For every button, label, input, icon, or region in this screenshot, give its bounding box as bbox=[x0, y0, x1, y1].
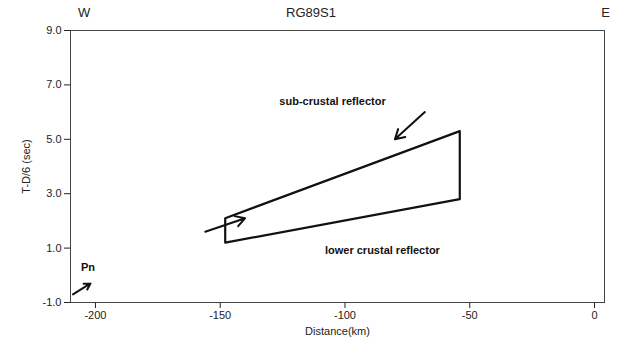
svg-text:Distance(km): Distance(km) bbox=[305, 325, 370, 337]
svg-text:lower crustal reflector: lower crustal reflector bbox=[325, 244, 441, 256]
html-text:W: W bbox=[78, 5, 91, 20]
svg-text:-1.0: -1.0 bbox=[43, 296, 62, 308]
svg-text:5.0: 5.0 bbox=[46, 133, 61, 145]
svg-text:sub-crustal reflector: sub-crustal reflector bbox=[279, 95, 386, 107]
svg-text:3.0: 3.0 bbox=[46, 187, 61, 199]
svg-text:T-D/6 (sec): T-D/6 (sec) bbox=[20, 139, 32, 193]
html-text:RG89S1: RG89S1 bbox=[286, 5, 336, 20]
svg-text:-150: -150 bbox=[209, 309, 231, 321]
svg-text:-200: -200 bbox=[84, 309, 106, 321]
svg-text:-50: -50 bbox=[462, 309, 478, 321]
svg-text:Pn: Pn bbox=[81, 261, 95, 273]
html-text:E: E bbox=[601, 5, 610, 20]
svg-text:-100: -100 bbox=[334, 309, 356, 321]
svg-text:9.0: 9.0 bbox=[46, 24, 61, 36]
svg-text:1.0: 1.0 bbox=[46, 242, 61, 254]
svg-text:0: 0 bbox=[591, 309, 597, 321]
svg-text:7.0: 7.0 bbox=[46, 78, 61, 90]
